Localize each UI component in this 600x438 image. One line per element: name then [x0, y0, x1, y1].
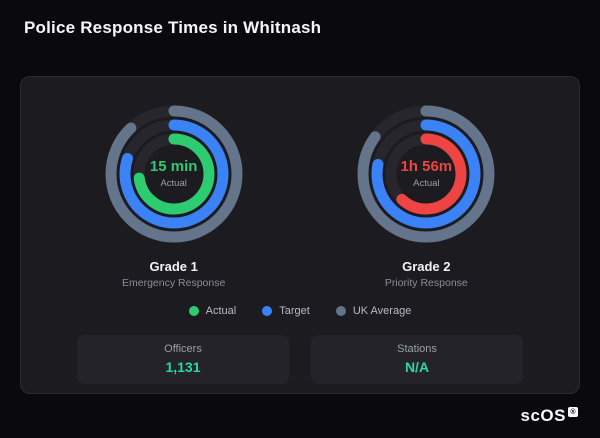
legend-item-actual[interactable]: Actual	[188, 305, 237, 317]
ring-uk-average	[105, 105, 243, 243]
scos-logo-text: scOS	[520, 406, 566, 425]
legend-dot-target	[262, 306, 273, 316]
legend-item-uk-average[interactable]: UK Average	[335, 305, 412, 317]
gauges-row: 15 min Actual Grade 1 Emergency Response	[41, 99, 559, 289]
legend-label-target: Target	[279, 305, 310, 317]
gauge-grade-2-subtitle: Priority Response	[384, 277, 468, 289]
legend: Actual Target UK Average	[41, 305, 559, 317]
stat-officers: Officers 1,131	[77, 335, 289, 384]
stat-stations-label: Stations	[397, 343, 437, 355]
legend-item-target[interactable]: Target	[262, 305, 310, 317]
ring-actual	[385, 133, 467, 215]
ring-uk-average	[357, 105, 495, 243]
gauge-grade-1-name: Grade 1	[149, 259, 198, 274]
stat-officers-label: Officers	[164, 343, 202, 355]
scos-logo: scOS ®	[521, 406, 578, 426]
gauge-grade-1-chart: 15 min Actual	[99, 99, 249, 249]
ring-actual	[133, 133, 215, 215]
stats-row: Officers 1,131 Stations N/A	[41, 335, 559, 384]
page-title: Police Response Times in Whitnash	[24, 18, 322, 37]
legend-label-uk-average: UK Average	[352, 305, 412, 317]
legend-dot-actual	[188, 306, 199, 316]
response-times-card: 15 min Actual Grade 1 Emergency Response	[20, 76, 580, 394]
stat-officers-value: 1,131	[165, 359, 201, 375]
legend-dot-uk-average	[335, 306, 346, 316]
gauge-grade-2-chart: 1h 56m Actual	[351, 99, 501, 249]
gauge-grade-1: 15 min Actual Grade 1 Emergency Response	[54, 99, 294, 289]
legend-label-actual: Actual	[205, 305, 237, 317]
stat-stations-value: N/A	[404, 359, 430, 375]
ring-target	[119, 119, 229, 229]
gauge-grade-2: 1h 56m Actual Grade 2 Priority Response	[306, 99, 546, 289]
gauge-grade-1-svg	[105, 105, 243, 243]
stat-stations: Stations N/A	[311, 335, 523, 384]
registered-trademark-icon: ®	[568, 407, 578, 417]
ring-target	[371, 119, 481, 229]
gauge-grade-1-subtitle: Emergency Response	[122, 277, 226, 289]
gauge-grade-2-name: Grade 2	[402, 259, 451, 274]
gauge-grade-2-svg	[357, 105, 495, 243]
